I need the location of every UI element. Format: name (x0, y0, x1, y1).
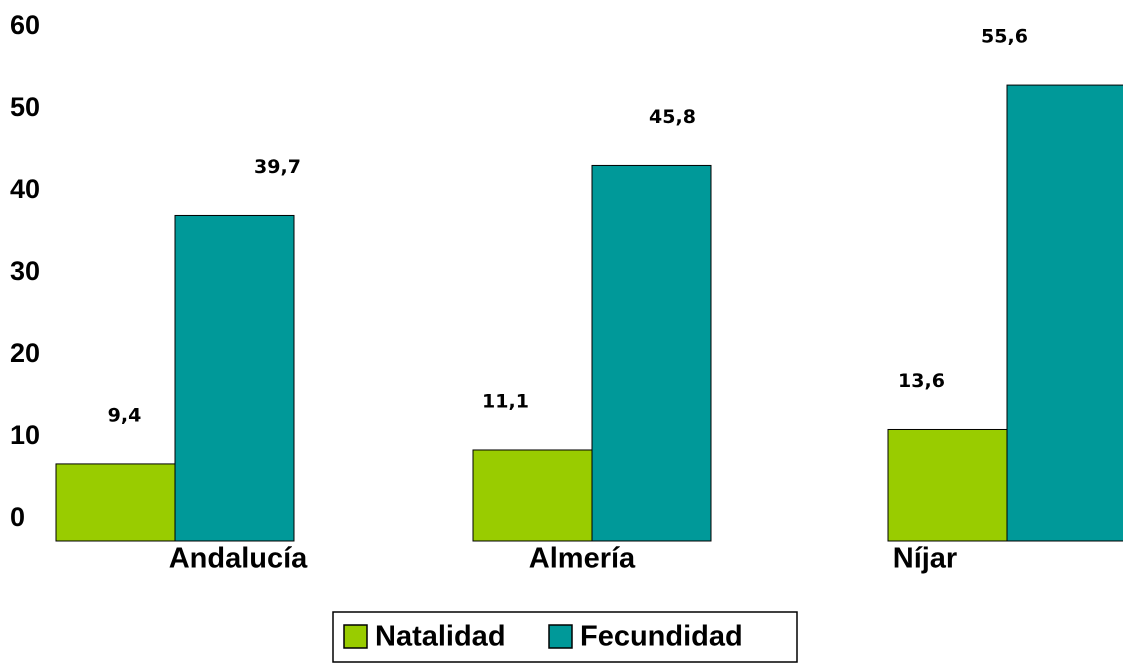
x-tick-label: Andalucía (169, 543, 308, 575)
legend-label: Fecundidad (580, 621, 743, 653)
bar (174, 214, 295, 542)
y-tick-label: 20 (10, 338, 40, 368)
value-label: 55,6 (981, 26, 1028, 48)
legend-swatch (343, 624, 368, 649)
bar (887, 428, 1008, 542)
value-label: 11,1 (482, 390, 529, 412)
value-label: 13,6 (898, 370, 945, 392)
y-tick-label: 60 (10, 10, 40, 40)
value-label: 45,8 (649, 106, 696, 128)
y-tick-label: 10 (10, 420, 40, 450)
y-tick-label: 30 (10, 256, 40, 286)
legend-swatch (548, 624, 573, 649)
legend-label: Natalidad (375, 621, 506, 653)
x-tick-label: Níjar (893, 543, 957, 575)
bar (472, 449, 593, 542)
bar (55, 463, 176, 542)
value-label: 9,4 (108, 404, 142, 426)
bar (1006, 84, 1123, 542)
value-label: 39,7 (254, 156, 301, 178)
y-tick-label: 50 (10, 92, 40, 122)
x-tick-label: Almería (529, 543, 636, 575)
y-tick-label: 0 (10, 502, 25, 532)
y-tick-label: 40 (10, 174, 40, 204)
bar (591, 164, 712, 542)
